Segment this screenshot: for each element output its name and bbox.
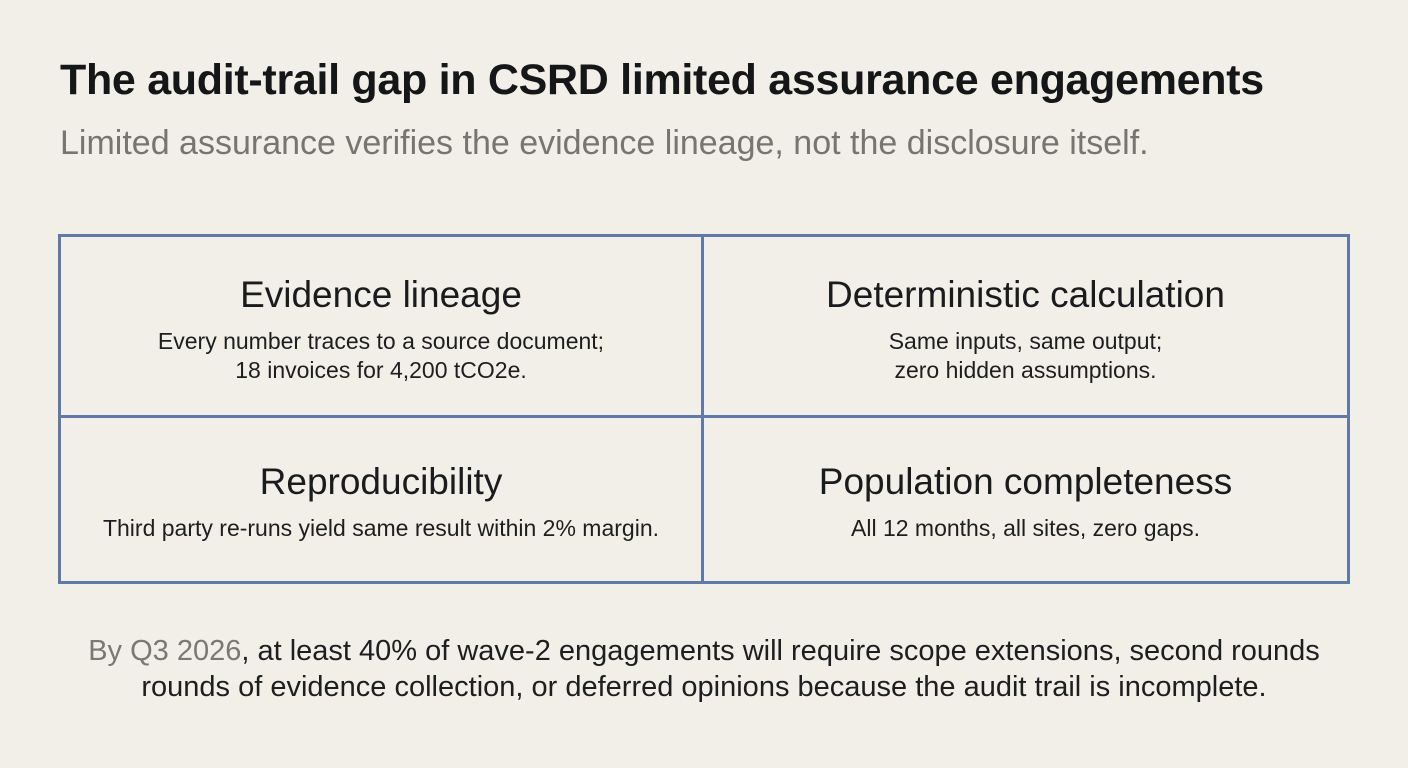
criterion-description-line: Every number traces to a source document… (157, 328, 605, 354)
criterion-reproducibility: Reproducibility Third party re-runs yiel… (61, 418, 704, 581)
criterion-description-line: All 12 months, all sites, zero gaps. (851, 515, 1200, 541)
criterion-description-line: Third party re-runs yield same result wi… (102, 515, 660, 541)
criterion-description-line: 18 invoices for 4,200 tCO2e. (235, 357, 527, 383)
criterion-description-line: Same inputs, same output; (888, 328, 1163, 354)
criterion-title: Population completeness (818, 461, 1233, 502)
criterion-evidence-lineage: Evidence lineage Every number traces to … (61, 237, 704, 418)
criterion-population-completeness: Population completeness All 12 months, a… (704, 418, 1347, 581)
footer-line-2: rounds of evidence collection, or deferr… (141, 671, 1267, 703)
criteria-grid: Evidence lineage Every number traces to … (58, 234, 1350, 584)
criterion-title: Deterministic calculation (826, 274, 1225, 315)
criterion-deterministic-calculation: Deterministic calculation Same inputs, s… (704, 237, 1347, 418)
page-title: The audit-trail gap in CSRD limited assu… (60, 56, 1264, 104)
footer-line-1-text: , at least 40% of wave-2 engagements wil… (241, 635, 1320, 667)
criterion-title: Evidence lineage (240, 274, 522, 315)
page-subtitle: Limited assurance verifies the evidence … (60, 124, 1149, 162)
footer-line-1: By Q3 2026, at least 40% of wave-2 engag… (0, 633, 1408, 669)
footer-statement: By Q3 2026, at least 40% of wave-2 engag… (0, 633, 1408, 705)
criterion-description-line: zero hidden assumptions. (894, 357, 1157, 383)
criterion-title: Reproducibility (259, 461, 503, 502)
footer-lead: By Q3 2026 (88, 635, 242, 667)
